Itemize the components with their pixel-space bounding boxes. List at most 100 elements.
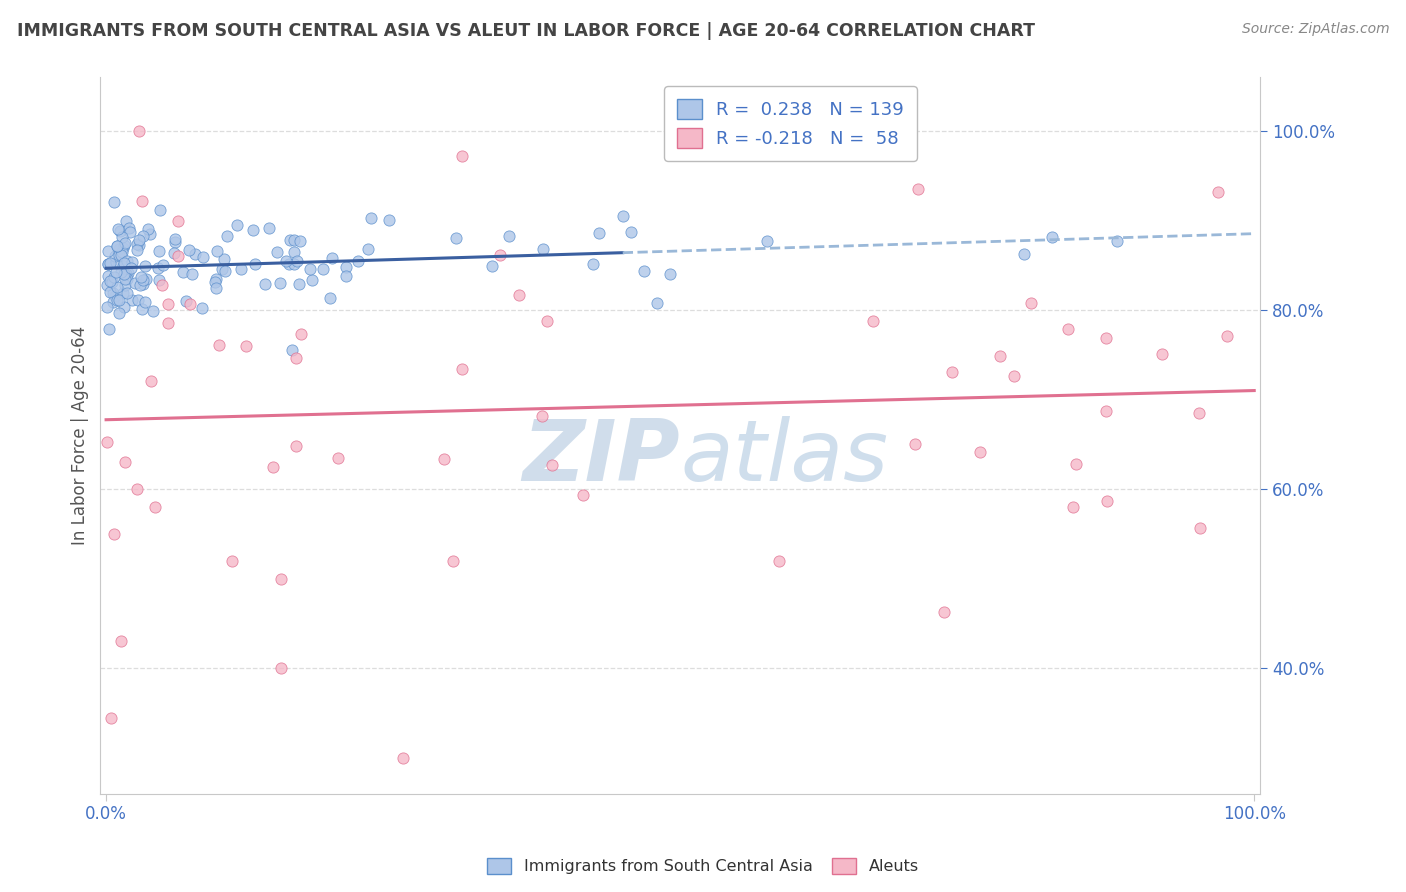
- Point: [114, 455, 136, 469]
- Point: [104, 289, 127, 303]
- Point: [645, 296, 668, 310]
- Point: [242, 223, 264, 237]
- Point: [508, 287, 530, 301]
- Point: [211, 262, 233, 277]
- Point: [172, 265, 194, 279]
- Point: [633, 264, 655, 278]
- Point: [481, 259, 503, 273]
- Point: [127, 243, 149, 257]
- Point: [128, 233, 150, 247]
- Point: [112, 286, 135, 301]
- Point: [278, 257, 301, 271]
- Point: [107, 222, 129, 236]
- Point: [221, 554, 243, 568]
- Point: [290, 235, 312, 249]
- Point: [270, 661, 292, 675]
- Point: [105, 239, 128, 253]
- Point: [301, 273, 323, 287]
- Point: [125, 237, 148, 252]
- Point: [620, 226, 643, 240]
- Point: [536, 314, 558, 328]
- Point: [298, 262, 321, 277]
- Point: [441, 554, 464, 568]
- Point: [312, 261, 335, 276]
- Point: [163, 231, 186, 245]
- Point: [335, 260, 357, 274]
- Point: [132, 277, 155, 291]
- Point: [326, 451, 349, 466]
- Point: [111, 241, 134, 255]
- Point: [120, 261, 142, 276]
- Point: [101, 295, 124, 310]
- Point: [541, 458, 564, 473]
- Point: [1105, 234, 1128, 248]
- Point: [128, 124, 150, 138]
- Point: [107, 248, 129, 262]
- Point: [1216, 329, 1239, 343]
- Point: [907, 182, 929, 196]
- Point: [281, 343, 304, 358]
- Point: [110, 634, 132, 648]
- Point: [278, 233, 301, 247]
- Point: [110, 264, 132, 278]
- Point: [1095, 493, 1118, 508]
- Point: [904, 436, 927, 450]
- Point: [112, 238, 135, 252]
- Point: [103, 269, 125, 284]
- Point: [108, 242, 131, 256]
- Point: [141, 374, 163, 388]
- Point: [100, 710, 122, 724]
- Point: [165, 235, 187, 249]
- Point: [105, 293, 128, 307]
- Point: [96, 300, 118, 314]
- Point: [254, 277, 277, 291]
- Point: [110, 248, 132, 262]
- Point: [862, 314, 884, 328]
- Point: [588, 226, 610, 240]
- Point: [134, 295, 156, 310]
- Point: [143, 500, 166, 515]
- Point: [1150, 347, 1173, 361]
- Point: [112, 267, 135, 281]
- Point: [120, 225, 142, 239]
- Point: [108, 224, 131, 238]
- Point: [941, 365, 963, 379]
- Point: [319, 291, 342, 305]
- Point: [768, 554, 790, 568]
- Point: [582, 257, 605, 271]
- Point: [117, 267, 139, 281]
- Point: [276, 253, 298, 268]
- Point: [129, 270, 152, 285]
- Point: [117, 254, 139, 268]
- Point: [136, 222, 159, 236]
- Point: [157, 297, 180, 311]
- Point: [1002, 368, 1025, 383]
- Point: [150, 277, 173, 292]
- Point: [283, 245, 305, 260]
- Point: [98, 285, 121, 299]
- Point: [357, 242, 380, 256]
- Point: [444, 231, 467, 245]
- Point: [96, 434, 118, 449]
- Point: [114, 256, 136, 270]
- Point: [105, 238, 128, 252]
- Point: [283, 257, 305, 271]
- Point: [433, 451, 456, 466]
- Point: [1040, 230, 1063, 244]
- Point: [969, 445, 991, 459]
- Point: [212, 252, 235, 267]
- Point: [148, 273, 170, 287]
- Point: [204, 272, 226, 286]
- Point: [1094, 331, 1116, 345]
- Point: [1012, 247, 1035, 261]
- Legend: R =  0.238   N = 139, R = -0.218   N =  58: R = 0.238 N = 139, R = -0.218 N = 58: [664, 87, 917, 161]
- Point: [204, 275, 226, 289]
- Point: [131, 301, 153, 316]
- Point: [179, 297, 201, 311]
- Point: [179, 244, 201, 258]
- Point: [148, 244, 170, 258]
- Point: [115, 268, 138, 282]
- Text: ZIP: ZIP: [523, 416, 681, 499]
- Point: [612, 209, 634, 223]
- Point: [104, 255, 127, 269]
